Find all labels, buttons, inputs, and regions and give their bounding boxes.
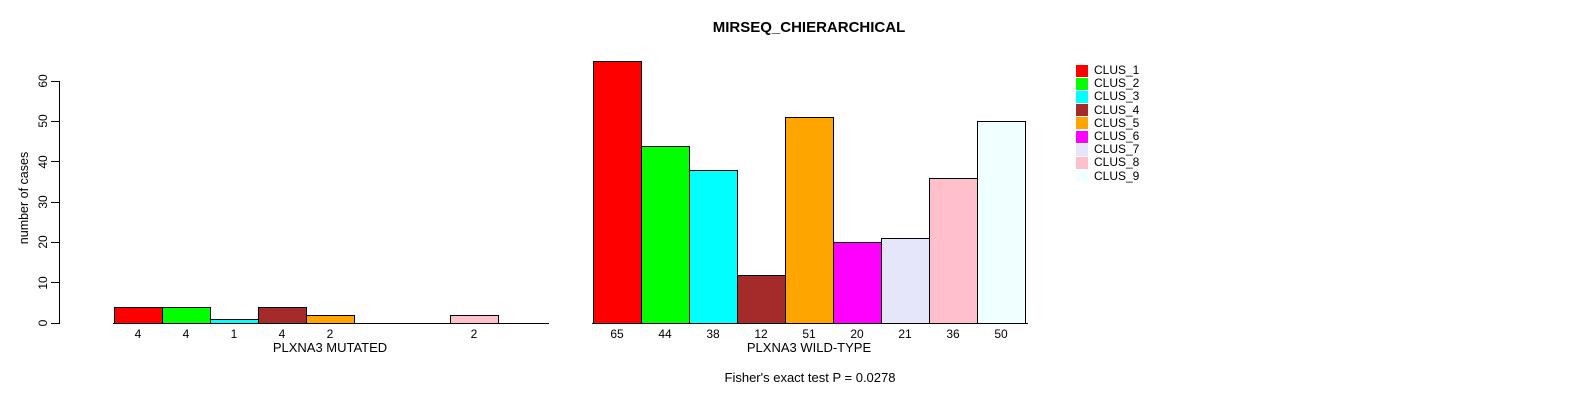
legend-swatch bbox=[1076, 64, 1088, 77]
y-tick-mark bbox=[51, 282, 59, 284]
y-tick-label: 10 bbox=[36, 275, 50, 290]
bar-clus_2 bbox=[162, 307, 211, 324]
legend-swatch bbox=[1076, 77, 1088, 90]
legend-item: CLUS_9 bbox=[1076, 168, 1140, 183]
bar-value-label: 4 bbox=[134, 327, 142, 341]
y-tick-label: 20 bbox=[36, 235, 50, 250]
legend-item: CLUS_6 bbox=[1076, 130, 1139, 143]
bar-value-label: 12 bbox=[754, 327, 768, 341]
y-tick-mark bbox=[51, 80, 59, 82]
legend-item: CLUS_3 bbox=[1076, 90, 1139, 103]
x-axis-label: PLXNA3 WILD-TYPE bbox=[746, 340, 872, 355]
y-tick-label: 60 bbox=[36, 74, 50, 88]
bar-value-label: 38 bbox=[706, 327, 720, 341]
bar-value-label: 65 bbox=[610, 327, 624, 341]
bar-clus_1 bbox=[593, 61, 642, 324]
bar-clus_2 bbox=[641, 146, 690, 324]
y-tick-mark bbox=[51, 120, 59, 122]
legend-label: CLUS_1 bbox=[1094, 63, 1140, 78]
legend-item: CLUS_1 bbox=[1076, 64, 1139, 77]
bar-clus_5 bbox=[785, 117, 834, 324]
y-tick-mark bbox=[51, 241, 59, 243]
legend-item: CLUS_7 bbox=[1076, 143, 1139, 156]
y-tick-label: 40 bbox=[36, 154, 50, 169]
bar-clus_8 bbox=[450, 315, 499, 324]
bar-clus_7 bbox=[881, 238, 930, 324]
bar-clus_6 bbox=[833, 242, 882, 324]
bar-clus_8 bbox=[929, 178, 978, 324]
bar-value-label: 1 bbox=[230, 327, 238, 341]
bar-value-label: 2 bbox=[470, 327, 478, 341]
legend: CLUS_1 CLUS_2 CLUS_3 CLUS_4 CLUS_5 CLUS_6 CLUS… bbox=[1076, 64, 1139, 183]
legend-swatch bbox=[1076, 130, 1088, 143]
legend-label: CLUS_6 bbox=[1094, 129, 1140, 144]
bar-clus_4 bbox=[258, 307, 307, 324]
legend-swatch bbox=[1076, 90, 1088, 103]
bar-value-label: 4 bbox=[278, 327, 286, 341]
legend-swatch bbox=[1076, 143, 1088, 156]
chart-title: MIRSEQ_CHIERARCHICAL bbox=[712, 19, 906, 36]
legend-label: CLUS_4 bbox=[1094, 102, 1140, 117]
y-tick-mark bbox=[51, 201, 59, 203]
bar-clus_1 bbox=[114, 307, 163, 324]
y-tick-mark bbox=[51, 322, 59, 324]
bar-value-label: 36 bbox=[946, 327, 960, 341]
bar-value-label: 50 bbox=[994, 327, 1008, 341]
bar-clus_9 bbox=[977, 121, 1026, 324]
bar-clus_3 bbox=[689, 170, 738, 324]
bar-value-label: 44 bbox=[658, 327, 672, 341]
bar-value-label: 20 bbox=[850, 327, 864, 341]
y-axis-line bbox=[59, 81, 60, 324]
legend-label: CLUS_5 bbox=[1094, 115, 1140, 130]
legend-item: CLUS_5 bbox=[1076, 115, 1140, 130]
y-tick-mark bbox=[51, 161, 59, 163]
fisher-test-caption: Fisher's exact test P = 0.0278 bbox=[724, 370, 896, 385]
legend-item: CLUS_8 bbox=[1076, 156, 1139, 169]
y-tick-label: 0 bbox=[36, 319, 50, 327]
legend-swatch bbox=[1076, 156, 1088, 169]
legend-label: CLUS_3 bbox=[1094, 89, 1140, 104]
bar-clus_4 bbox=[737, 275, 786, 324]
bar-value-label: 21 bbox=[898, 327, 912, 341]
y-tick-label: 30 bbox=[36, 195, 50, 209]
legend-swatch bbox=[1076, 170, 1088, 183]
y-tick-label: 50 bbox=[36, 114, 50, 129]
bar-value-label: 2 bbox=[326, 327, 334, 341]
x-axis-label: PLXNA3 MUTATED bbox=[272, 340, 388, 355]
bar-clus_3 bbox=[210, 319, 259, 324]
legend-swatch bbox=[1076, 117, 1088, 130]
legend-label: CLUS_2 bbox=[1094, 76, 1140, 91]
bar-clus_5 bbox=[306, 315, 355, 324]
legend-label: CLUS_9 bbox=[1094, 168, 1140, 183]
bar-value-label: 4 bbox=[182, 327, 190, 341]
legend-label: CLUS_7 bbox=[1094, 142, 1140, 157]
legend-item: CLUS_2 bbox=[1076, 77, 1139, 90]
y-axis-label: number of cases bbox=[17, 151, 31, 245]
bar-value-label: 51 bbox=[802, 327, 816, 341]
legend-label: CLUS_8 bbox=[1094, 155, 1140, 170]
legend-item: CLUS_4 bbox=[1076, 102, 1140, 117]
legend-swatch bbox=[1076, 104, 1088, 117]
